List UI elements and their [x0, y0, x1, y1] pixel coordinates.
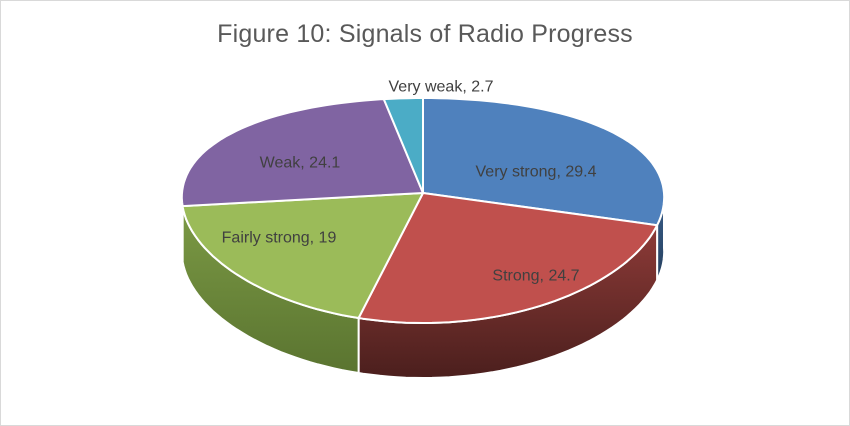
- data-label-fairly-strong: Fairly strong, 19: [222, 230, 337, 247]
- data-label-strong: Strong, 24.7: [492, 268, 579, 285]
- data-label-weak: Weak, 24.1: [260, 155, 341, 172]
- pie-slice-strong: [357, 192, 659, 324]
- data-label-very-weak: Very weak, 2.7: [389, 79, 494, 96]
- pie-slice-fairly-strong: [181, 192, 424, 319]
- pie-slice-very-weak: [382, 97, 424, 194]
- pie-slice-very-strong: [422, 97, 666, 227]
- chart-title: Figure 10: Signals of Radio Progress: [217, 20, 633, 48]
- pie-slice-weak: [180, 98, 424, 208]
- data-label-very-strong: Very strong, 29.4: [476, 164, 597, 181]
